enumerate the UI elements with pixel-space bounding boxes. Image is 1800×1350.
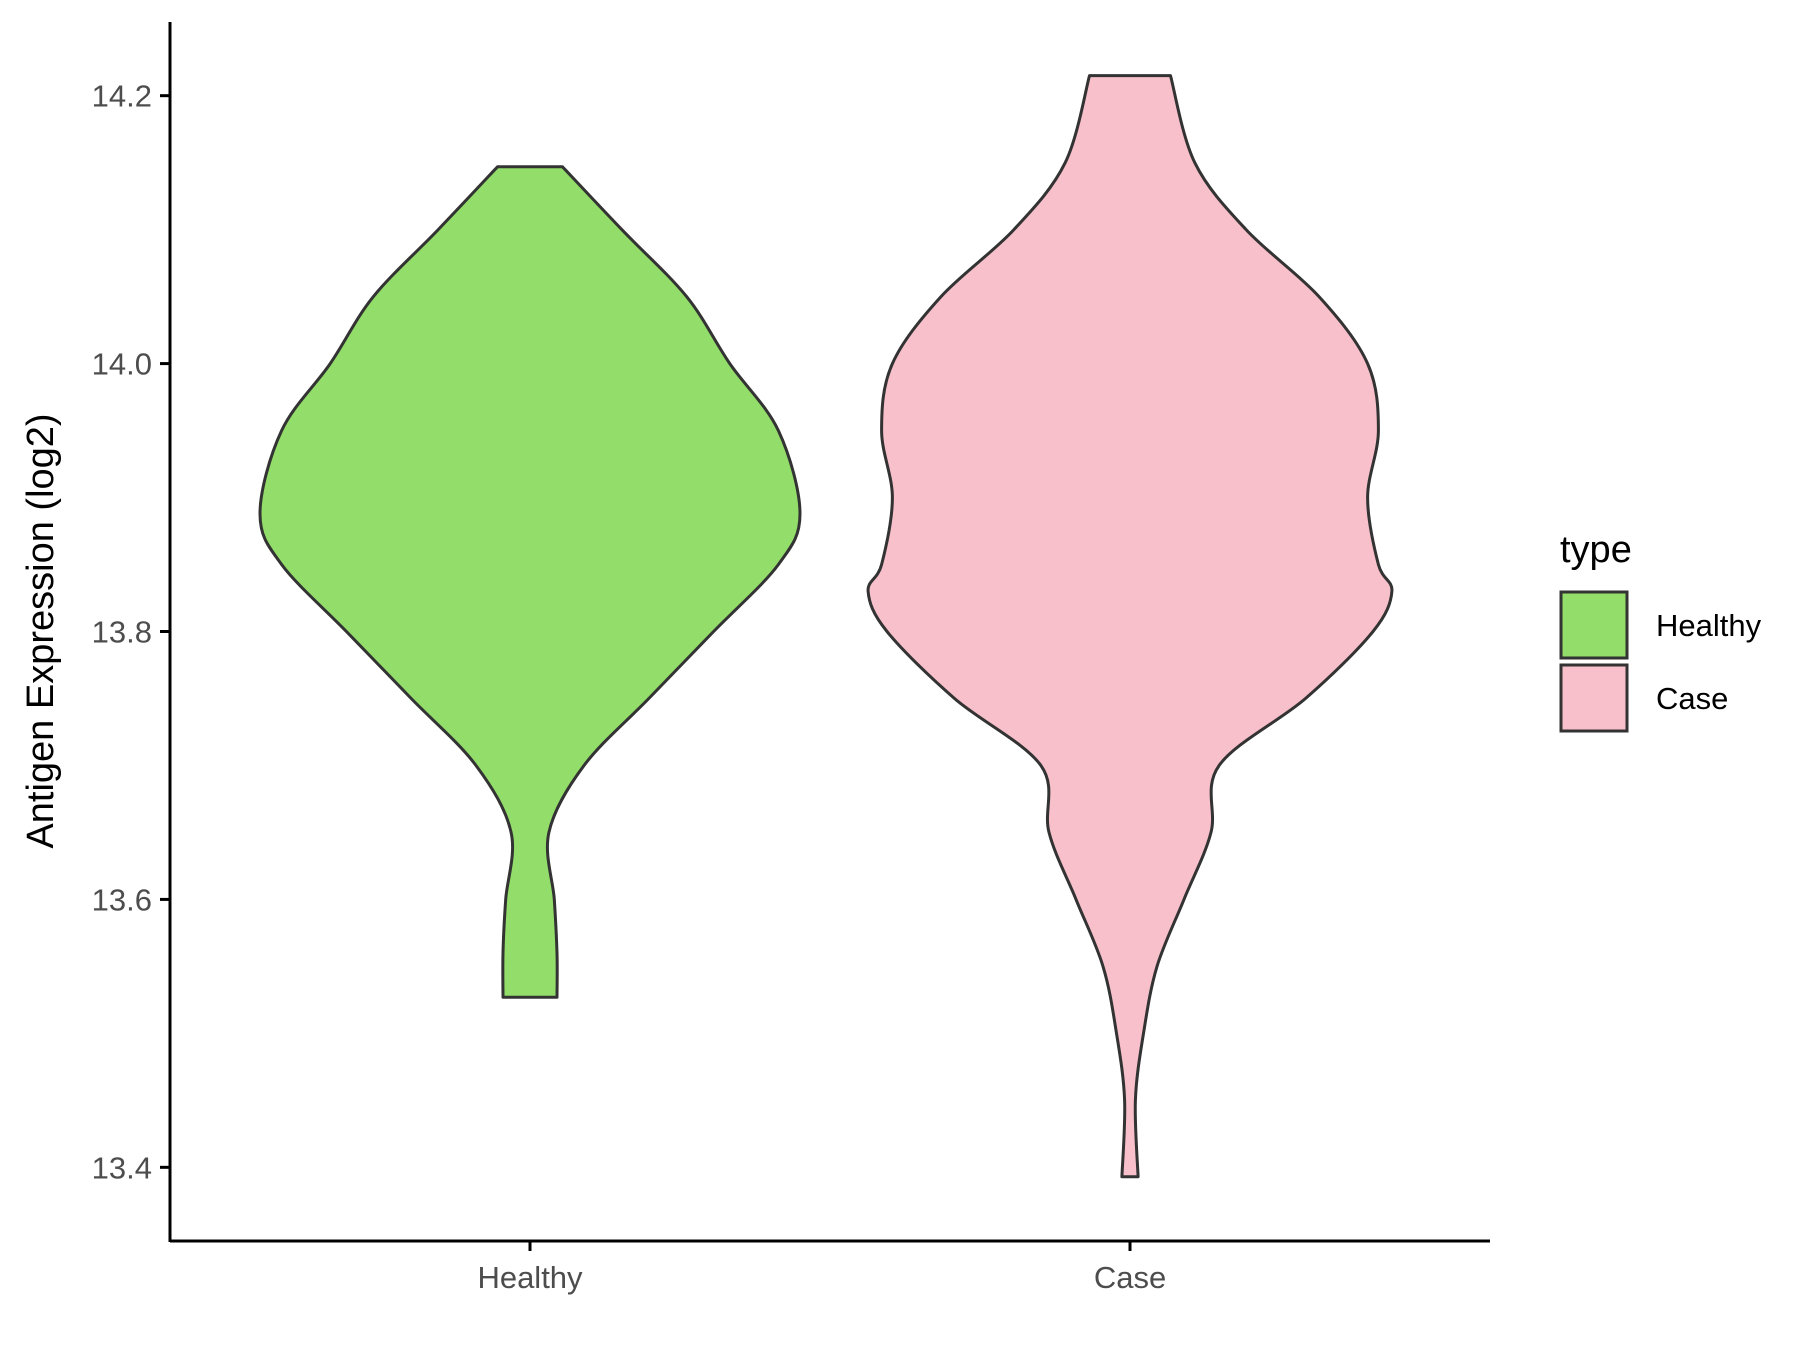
y-axis-title: Antigen Expression (log2) <box>20 413 62 848</box>
x-tick-label: Case <box>1094 1260 1166 1295</box>
y-tick-label: 14.2 <box>92 79 152 114</box>
y-ticks: 13.4 13.6 13.8 14.0 14.2 <box>92 79 170 1185</box>
legend-key-case <box>1559 663 1629 733</box>
plot-area <box>258 74 1394 1179</box>
x-tick-label: Healthy <box>477 1260 583 1295</box>
legend: type Healthy Case <box>1559 529 1762 733</box>
y-tick-label: 13.6 <box>92 882 152 917</box>
violin-healthy <box>258 165 802 999</box>
y-tick-label: 13.4 <box>92 1150 152 1185</box>
y-tick-label: 14.0 <box>92 347 152 382</box>
legend-title: type <box>1560 529 1632 571</box>
axes: 13.4 13.6 13.8 14.0 14.2 Healthy Case <box>92 22 1490 1295</box>
x-ticks: Healthy Case <box>477 1241 1166 1295</box>
legend-key-healthy <box>1559 590 1629 660</box>
legend-label-case: Case <box>1656 681 1728 716</box>
violin-case <box>866 74 1394 1179</box>
y-tick-label: 13.8 <box>92 615 152 650</box>
legend-label-healthy: Healthy <box>1656 608 1762 643</box>
